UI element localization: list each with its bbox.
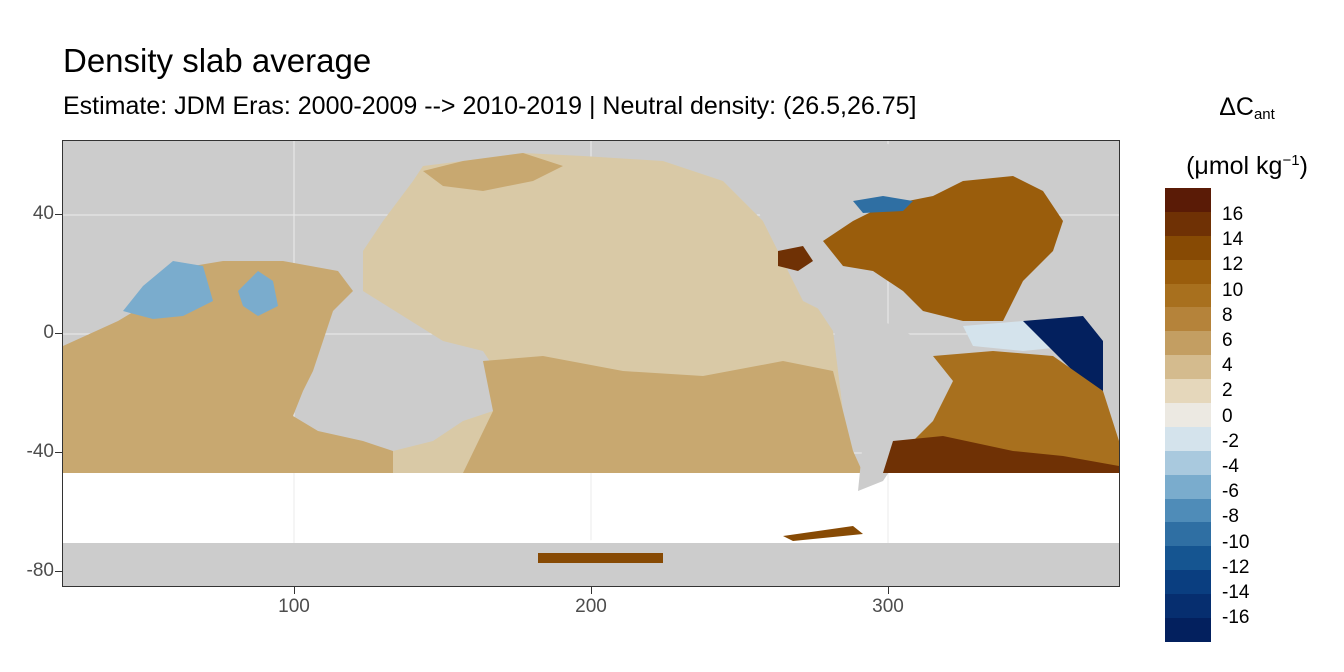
map-panel (62, 140, 1120, 587)
x-tickmark (294, 587, 295, 594)
legend-label: 10 (1222, 279, 1244, 301)
legend-color-step (1165, 331, 1211, 356)
y-tickmark (55, 452, 62, 453)
labrador-sea (853, 196, 913, 213)
legend-label: 16 (1222, 204, 1244, 225)
x-tick-label: 300 (872, 596, 904, 617)
legend-color-step (1165, 379, 1211, 404)
legend-color-step (1165, 283, 1211, 308)
legend-color-step (1165, 403, 1211, 427)
north-america (703, 141, 943, 311)
legend-label: 12 (1222, 254, 1244, 276)
y-tick-label: 40 (32, 203, 54, 224)
equatorial-atlantic-strong (1023, 316, 1103, 391)
legend-color-step (1165, 570, 1211, 595)
legend-label: -16 (1222, 607, 1250, 629)
y-tickmark (55, 214, 62, 215)
legend-label: 4 (1222, 355, 1233, 377)
x-tick-label: 200 (575, 596, 607, 617)
legend-color-step (1165, 188, 1211, 212)
x-tick-label: 100 (278, 596, 310, 617)
legend-color-step (1165, 307, 1211, 332)
pacific-northwest (423, 153, 563, 191)
legend-color-step (1165, 594, 1211, 619)
legend-title: ΔCant (μmol kg−1) (1186, 93, 1308, 180)
australia (338, 366, 433, 441)
legend-color-step (1165, 235, 1211, 260)
legend-color-step (1165, 355, 1211, 380)
antarctica (63, 543, 1119, 586)
legend-color-step (1165, 211, 1211, 236)
ross-sea-strip (538, 553, 663, 563)
legend-label: -14 (1222, 582, 1250, 603)
ocean-map (63, 141, 1119, 586)
mediterranean-outflow (778, 246, 813, 271)
y-tickmark (55, 571, 62, 572)
map-subtitle: Estimate: JDM Eras: 2000-2009 --> 2010-2… (63, 92, 917, 120)
south-atlantic-rim (883, 436, 1119, 473)
legend-label: 8 (1222, 304, 1233, 326)
north-atlantic (823, 176, 1063, 321)
legend-color-step (1165, 426, 1211, 451)
legend-color-step (1165, 474, 1211, 499)
y-tick-label: -80 (26, 560, 54, 581)
legend-color-step (1165, 450, 1211, 475)
y-tick-label: 0 (43, 322, 54, 343)
map-title: Density slab average (63, 42, 372, 79)
y-tickmark (55, 333, 62, 334)
legend-label: -12 (1222, 556, 1250, 578)
y-tick-label: -40 (26, 441, 54, 462)
legend-label: 0 (1222, 405, 1233, 427)
legend-color-step (1165, 546, 1211, 571)
legend-label: -6 (1222, 481, 1239, 503)
bay-of-bengal (238, 271, 278, 316)
legend-color-step (1165, 618, 1211, 642)
weddell-strip (783, 526, 863, 541)
legend-label: 14 (1222, 229, 1244, 251)
legend-color-step (1165, 522, 1211, 547)
legend-colorbar (1165, 188, 1211, 642)
legend-color-step (1165, 498, 1211, 523)
legend-label: -8 (1222, 506, 1239, 528)
south-america (833, 311, 953, 491)
indian-ocean-north (123, 261, 213, 319)
x-tickmark (888, 587, 889, 594)
legend-label: 2 (1222, 380, 1233, 402)
legend-label: -2 (1222, 430, 1239, 452)
legend-label: 6 (1222, 330, 1233, 351)
x-tickmark (591, 587, 592, 594)
legend-label: -4 (1222, 456, 1239, 477)
legend-label: -10 (1222, 531, 1250, 553)
legend-color-step (1165, 259, 1211, 284)
pacific-south (463, 356, 863, 473)
